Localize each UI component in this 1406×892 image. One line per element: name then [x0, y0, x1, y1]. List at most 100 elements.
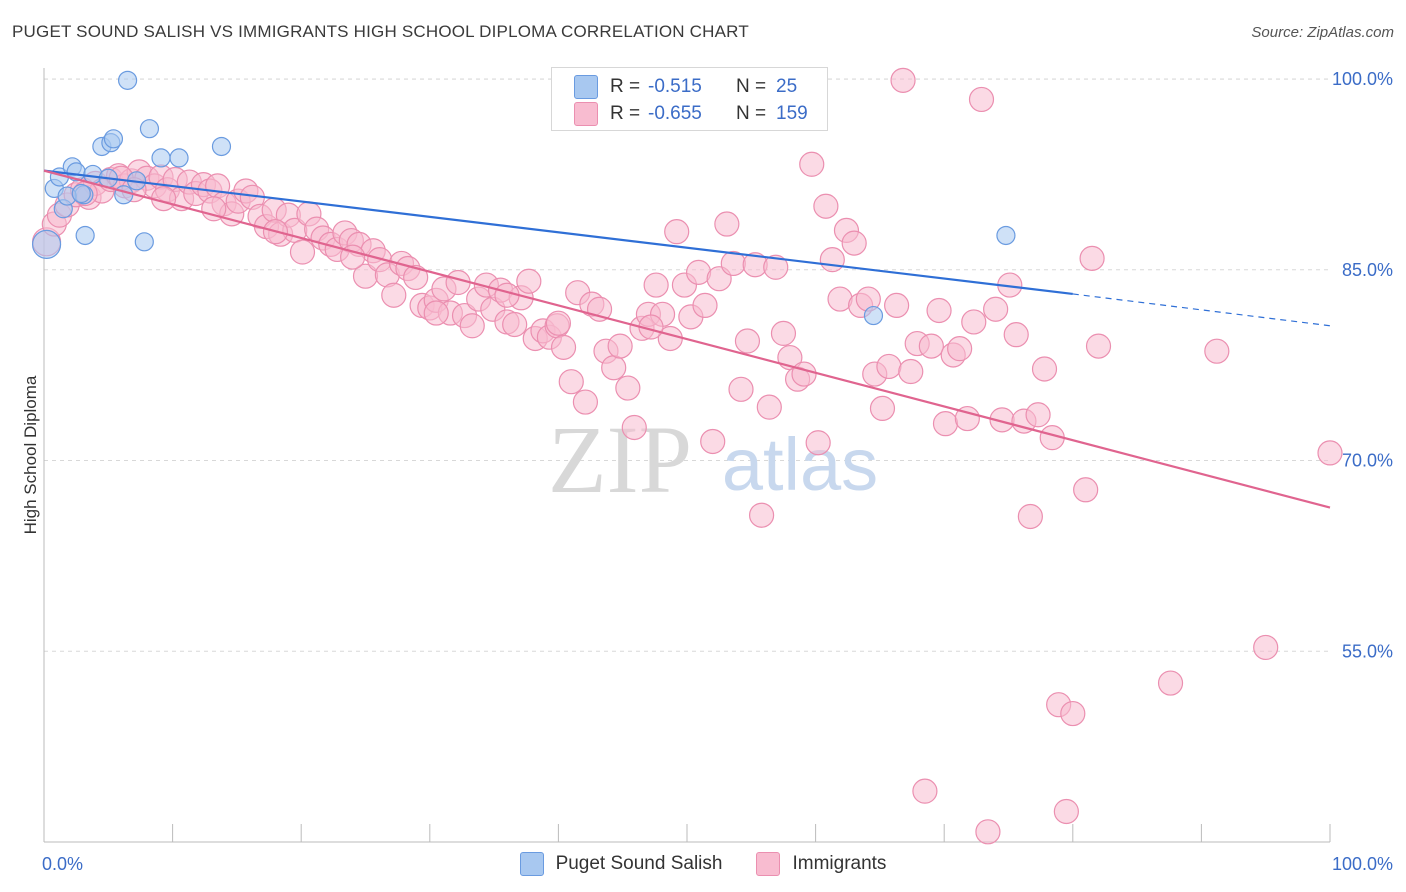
- puget-point: [151, 148, 171, 168]
- immigrant-point: [516, 268, 542, 294]
- y-axis-label: High School Diploma: [21, 375, 40, 534]
- series-legend-puget[interactable]: Puget Sound Salish: [519, 852, 723, 876]
- legend-r-value: -0.515: [648, 76, 702, 97]
- legend-row-puget: R = -0.515 N = 25: [574, 74, 797, 100]
- chart-title: PUGET SOUND SALISH VS IMMIGRANTS HIGH SC…: [12, 22, 749, 41]
- x-tick-label: 100.0%: [1332, 854, 1393, 874]
- immigrant-point: [968, 86, 995, 113]
- immigrant-point: [898, 358, 924, 385]
- immigrant-point: [1317, 440, 1343, 466]
- immigrant-point: [445, 269, 471, 296]
- immigrant-point: [1017, 503, 1043, 530]
- legend-n-value: 159: [776, 103, 808, 124]
- immigrant-point: [1079, 245, 1105, 271]
- puget-trend-extension: [1072, 293, 1331, 327]
- series-swatch-immigrants: [756, 852, 781, 876]
- immigrant-point: [1253, 634, 1279, 661]
- source-credit: Source: ZipAtlas.com: [1251, 24, 1394, 41]
- trend-layer: [43, 169, 1331, 509]
- immigrant-point: [607, 333, 633, 359]
- immigrant-point: [961, 309, 987, 335]
- source-prefix: Source:: [1251, 24, 1308, 41]
- immigrant-point: [340, 244, 366, 270]
- series-legend-immigrants[interactable]: Immigrants: [756, 852, 886, 876]
- legend-r-label: R =: [610, 103, 641, 124]
- series-legend: Puget Sound Salish Immigrants: [0, 852, 1406, 876]
- immigrant-point: [1157, 670, 1184, 696]
- puget-point: [211, 136, 232, 157]
- immigrant-point: [381, 282, 407, 308]
- immigrant-point: [1060, 700, 1086, 727]
- puget-point: [139, 119, 160, 139]
- puget-point: [103, 129, 124, 149]
- y-tick-label: 70.0%: [1342, 451, 1393, 471]
- puget-point: [117, 70, 138, 90]
- legend-r-label: R =: [610, 76, 641, 97]
- immigrant-point: [700, 428, 726, 455]
- immigrant-point: [201, 196, 227, 222]
- legend-n-value: 25: [776, 76, 798, 97]
- immigrant-point: [799, 151, 825, 177]
- grid-layer: [44, 78, 1330, 652]
- source-name: ZipAtlas.com: [1307, 24, 1394, 41]
- puget-point: [71, 183, 91, 204]
- series-swatch-puget: [519, 852, 544, 876]
- immigrant-point: [975, 819, 1001, 845]
- immigrant-point: [890, 67, 916, 93]
- watermark: ZIP atlas: [548, 406, 878, 513]
- immigrant-point: [621, 414, 647, 441]
- immigrant-point: [558, 369, 584, 395]
- immigrant-point: [714, 211, 740, 237]
- immigrant-point: [423, 300, 449, 326]
- legend-n-label: N =: [736, 76, 767, 97]
- immigrant-point: [1031, 356, 1058, 382]
- immigrant-point: [728, 376, 754, 402]
- points-layer: [31, 67, 1343, 845]
- legend-swatch-immigrants: [574, 102, 598, 126]
- puget-point: [863, 305, 884, 326]
- immigrant-point: [756, 394, 782, 420]
- puget-point: [996, 225, 1016, 246]
- immigrant-point: [1003, 322, 1029, 348]
- immigrant-point: [403, 264, 429, 291]
- correlation-legend: R = -0.515 N = 25 R = -0.655 N = 159: [551, 67, 828, 131]
- immigrant-point: [734, 328, 761, 354]
- immigrant-point: [1073, 477, 1099, 503]
- immigrant-point: [615, 375, 641, 401]
- immigrant-point: [1025, 402, 1051, 428]
- immigrant-point: [545, 310, 572, 336]
- series-label-immigrants: Immigrants: [792, 853, 887, 874]
- immigrant-point: [572, 389, 599, 415]
- immigrant-point: [601, 355, 627, 381]
- puget-point: [31, 229, 62, 259]
- immigrant-point: [869, 395, 896, 422]
- legend-swatch-puget: [574, 75, 598, 99]
- immigrant-point: [502, 311, 528, 338]
- immigrant-point: [954, 405, 980, 432]
- immigrant-point: [841, 230, 867, 256]
- immigrant-point: [912, 778, 938, 804]
- immigrant-point: [813, 193, 839, 219]
- x-tick-label: 0.0%: [42, 854, 83, 874]
- series-label-puget: Puget Sound Salish: [555, 853, 723, 874]
- puget-point: [169, 148, 189, 168]
- immigrant-point: [550, 334, 577, 360]
- immigrant-point: [763, 254, 789, 280]
- immigrant-point: [289, 239, 316, 265]
- immigrant-point: [932, 411, 959, 437]
- immigrant-point: [748, 502, 775, 528]
- y-tick-label: 55.0%: [1342, 641, 1393, 661]
- immigrant-point: [876, 353, 902, 380]
- immigrant-point: [884, 292, 910, 319]
- immigrant-point: [1085, 333, 1112, 359]
- immigrant-point: [947, 336, 973, 362]
- legend-row-immigrants: R = -0.655 N = 159: [574, 101, 808, 127]
- axis-layer: 55.0% 70.0% 85.0% 100.0% 0.0% 100.0%: [42, 68, 1393, 874]
- immigrant-point: [770, 320, 797, 346]
- immigrant-point: [983, 296, 1009, 322]
- immigrant-point: [1204, 338, 1230, 364]
- immigrant-point: [805, 430, 831, 456]
- immigrant-point: [819, 247, 845, 273]
- puget-point: [134, 232, 154, 252]
